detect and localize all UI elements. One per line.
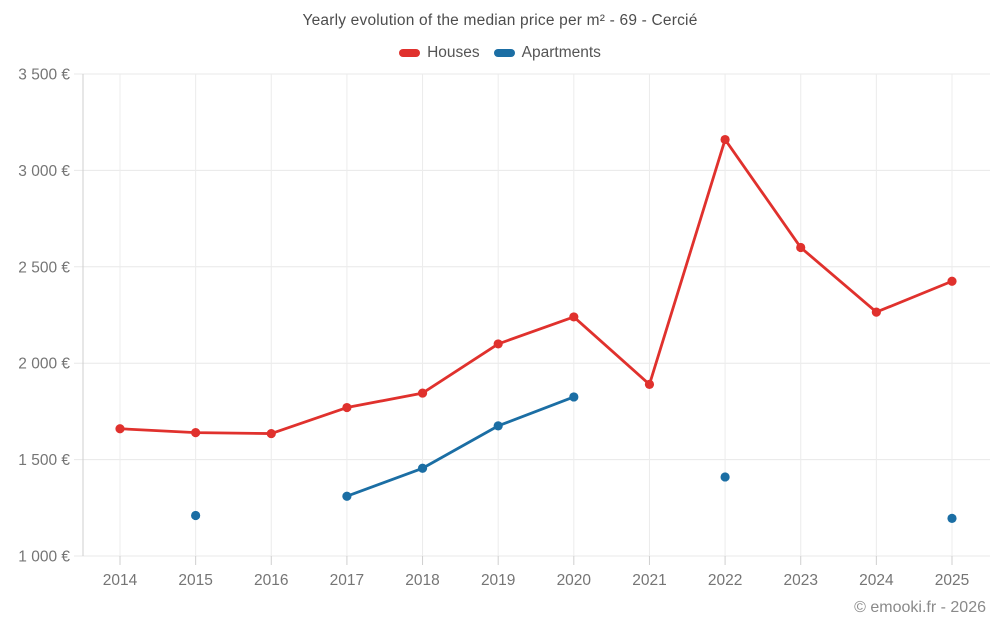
apartments-point xyxy=(720,472,730,482)
x-axis-label: 2023 xyxy=(783,572,817,589)
x-axis-label: 2019 xyxy=(481,572,515,589)
y-axis-label: 1 000 € xyxy=(18,549,70,566)
y-axis-label: 1 500 € xyxy=(18,452,70,469)
houses-point xyxy=(115,424,125,434)
x-axis-label: 2017 xyxy=(330,572,364,589)
legend-item-apartments[interactable]: Apartments xyxy=(493,44,601,62)
y-axis-label: 2 000 € xyxy=(18,356,70,373)
legend-label-houses: Houses xyxy=(427,44,480,61)
x-axis-label: 2016 xyxy=(254,572,288,589)
x-axis-label: 2025 xyxy=(935,572,969,589)
apartments-point xyxy=(342,491,352,501)
apartments-point xyxy=(417,463,428,473)
legend-label-apartments: Apartments xyxy=(521,44,601,61)
y-axis-label: 2 500 € xyxy=(18,259,70,276)
chart-title: Yearly evolution of the median price per… xyxy=(302,12,698,29)
houses-point xyxy=(644,379,655,390)
x-axis-label: 2020 xyxy=(557,572,592,589)
houses-point xyxy=(191,428,201,438)
houses-point xyxy=(871,307,881,317)
houses-point xyxy=(266,428,276,439)
houses-point xyxy=(947,276,957,286)
houses-point xyxy=(342,402,352,413)
apartments-point xyxy=(191,510,201,521)
x-axis-label: 2021 xyxy=(632,572,666,589)
x-axis-label: 2022 xyxy=(708,572,742,589)
houses-point xyxy=(493,339,503,349)
x-axis-label: 2018 xyxy=(405,572,439,589)
houses-legend-swatch-icon xyxy=(399,49,421,57)
apartments-legend-swatch-icon xyxy=(493,49,515,57)
apartments-line xyxy=(345,395,576,498)
houses-point xyxy=(720,134,730,145)
y-axis-label: 3 000 € xyxy=(18,163,70,180)
apartments-point xyxy=(569,392,579,402)
x-axis-label: 2014 xyxy=(103,572,138,589)
copyright-footer: © emooki.fr - 2026 xyxy=(854,599,986,616)
x-axis-label: 2024 xyxy=(859,572,894,589)
houses-line xyxy=(118,138,954,435)
y-axis-label: 3 500 € xyxy=(18,67,70,84)
houses-point xyxy=(417,388,428,398)
houses-point xyxy=(569,312,579,322)
houses-point xyxy=(796,242,806,253)
apartments-point xyxy=(493,421,503,431)
x-axis-label: 2015 xyxy=(178,572,212,589)
chart-legend: Houses Apartments xyxy=(0,44,1000,62)
legend-item-houses[interactable]: Houses xyxy=(399,44,480,62)
apartments-point xyxy=(947,513,957,524)
